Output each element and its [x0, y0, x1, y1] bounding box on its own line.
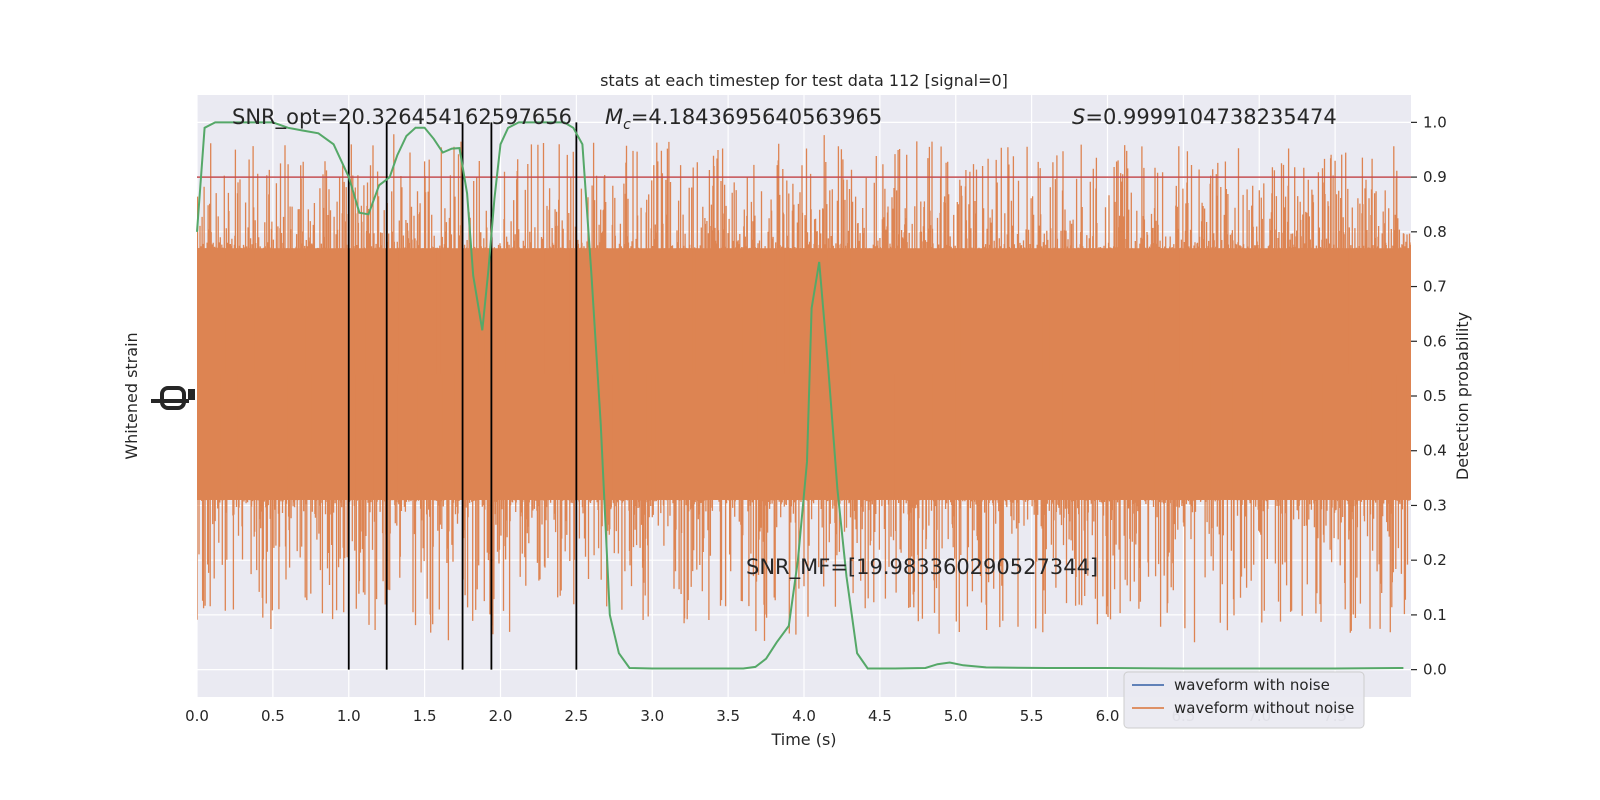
y-tick-label-10: 1.0: [1423, 113, 1447, 131]
chart-title: stats at each timestep for test data 112…: [600, 71, 1008, 90]
x-tick-label-0: 0.0: [185, 707, 209, 725]
mc-subscript: c: [623, 117, 631, 133]
y-tick-label-1: 0.1: [1423, 606, 1447, 624]
x-tick-label-10: 5.0: [944, 707, 968, 725]
y-tick-label-6: 0.6: [1423, 332, 1447, 350]
strain-series: [197, 134, 1411, 643]
y-tick-label-4: 0.4: [1423, 442, 1447, 460]
x-tick-label-3: 1.5: [413, 707, 437, 725]
y-tick-label-7: 0.7: [1423, 278, 1447, 296]
left-y-axis-label: Whitened strain: [122, 332, 141, 459]
x-tick-label-4: 2.0: [489, 707, 513, 725]
legend-box: [1123, 671, 1365, 729]
y-tick-label-2: 0.2: [1423, 551, 1447, 569]
left-tick-glyphs: [160, 386, 186, 410]
x-tick-label-2: 1.0: [337, 707, 361, 725]
y-tick-label-3: 0.3: [1423, 496, 1447, 514]
y-tick-label-9: 0.9: [1423, 168, 1447, 186]
y-tick-label-8: 0.8: [1423, 223, 1447, 241]
strain-trace: [197, 134, 1411, 643]
legend-label-without-noise: waveform without noise: [1174, 699, 1354, 717]
s-symbol: S: [1072, 105, 1085, 129]
mc-symbol: M: [605, 105, 623, 129]
right-y-axis-label: Detection probability: [1453, 312, 1472, 480]
x-tick-label-5: 2.5: [564, 707, 588, 725]
y-tick-label-0: 0.0: [1423, 661, 1447, 679]
left-tick-cluster: [151, 399, 189, 403]
snr-mf-annotation: SNR_MF=[19.983360290527344]: [746, 555, 1098, 580]
x-tick-label-1: 0.5: [261, 707, 285, 725]
x-tick-label-12: 6.0: [1096, 707, 1120, 725]
left-y-axis-ticks: [151, 386, 195, 410]
y-tick-label-5: 0.5: [1423, 387, 1447, 405]
x-tick-label-6: 3.0: [640, 707, 664, 725]
legend-label-with-noise: waveform with noise: [1174, 676, 1330, 694]
mc-value: =4.1843695640563965: [631, 105, 882, 129]
vertical-markers: [347, 122, 578, 670]
x-tick-label-9: 4.5: [868, 707, 892, 725]
s-value: =0.9999104738235474: [1085, 105, 1336, 129]
probability-line: [196, 121, 1404, 670]
probability-layer: [196, 121, 1404, 670]
right-y-axis: 0.0 0.1 0.2 0.3 0.4 0.5 0.6 0.7 0.8 0.9 1.0: [1411, 113, 1447, 679]
legend: waveform with noise waveform without noi…: [1123, 671, 1365, 729]
x-tick-label-11: 5.5: [1020, 707, 1044, 725]
left-tick-mark: [188, 389, 195, 400]
s-annotation: S=0.9999104738235474: [1072, 105, 1337, 129]
x-axis-label: Time (s): [770, 730, 836, 749]
chirp-mass-annotation: Mc=4.1843695640563965: [605, 105, 882, 133]
x-tick-label-7: 3.5: [716, 707, 740, 725]
snr-opt-annotation: SNR_opt=20.326454162597656: [232, 105, 572, 130]
x-tick-label-8: 4.0: [792, 707, 816, 725]
